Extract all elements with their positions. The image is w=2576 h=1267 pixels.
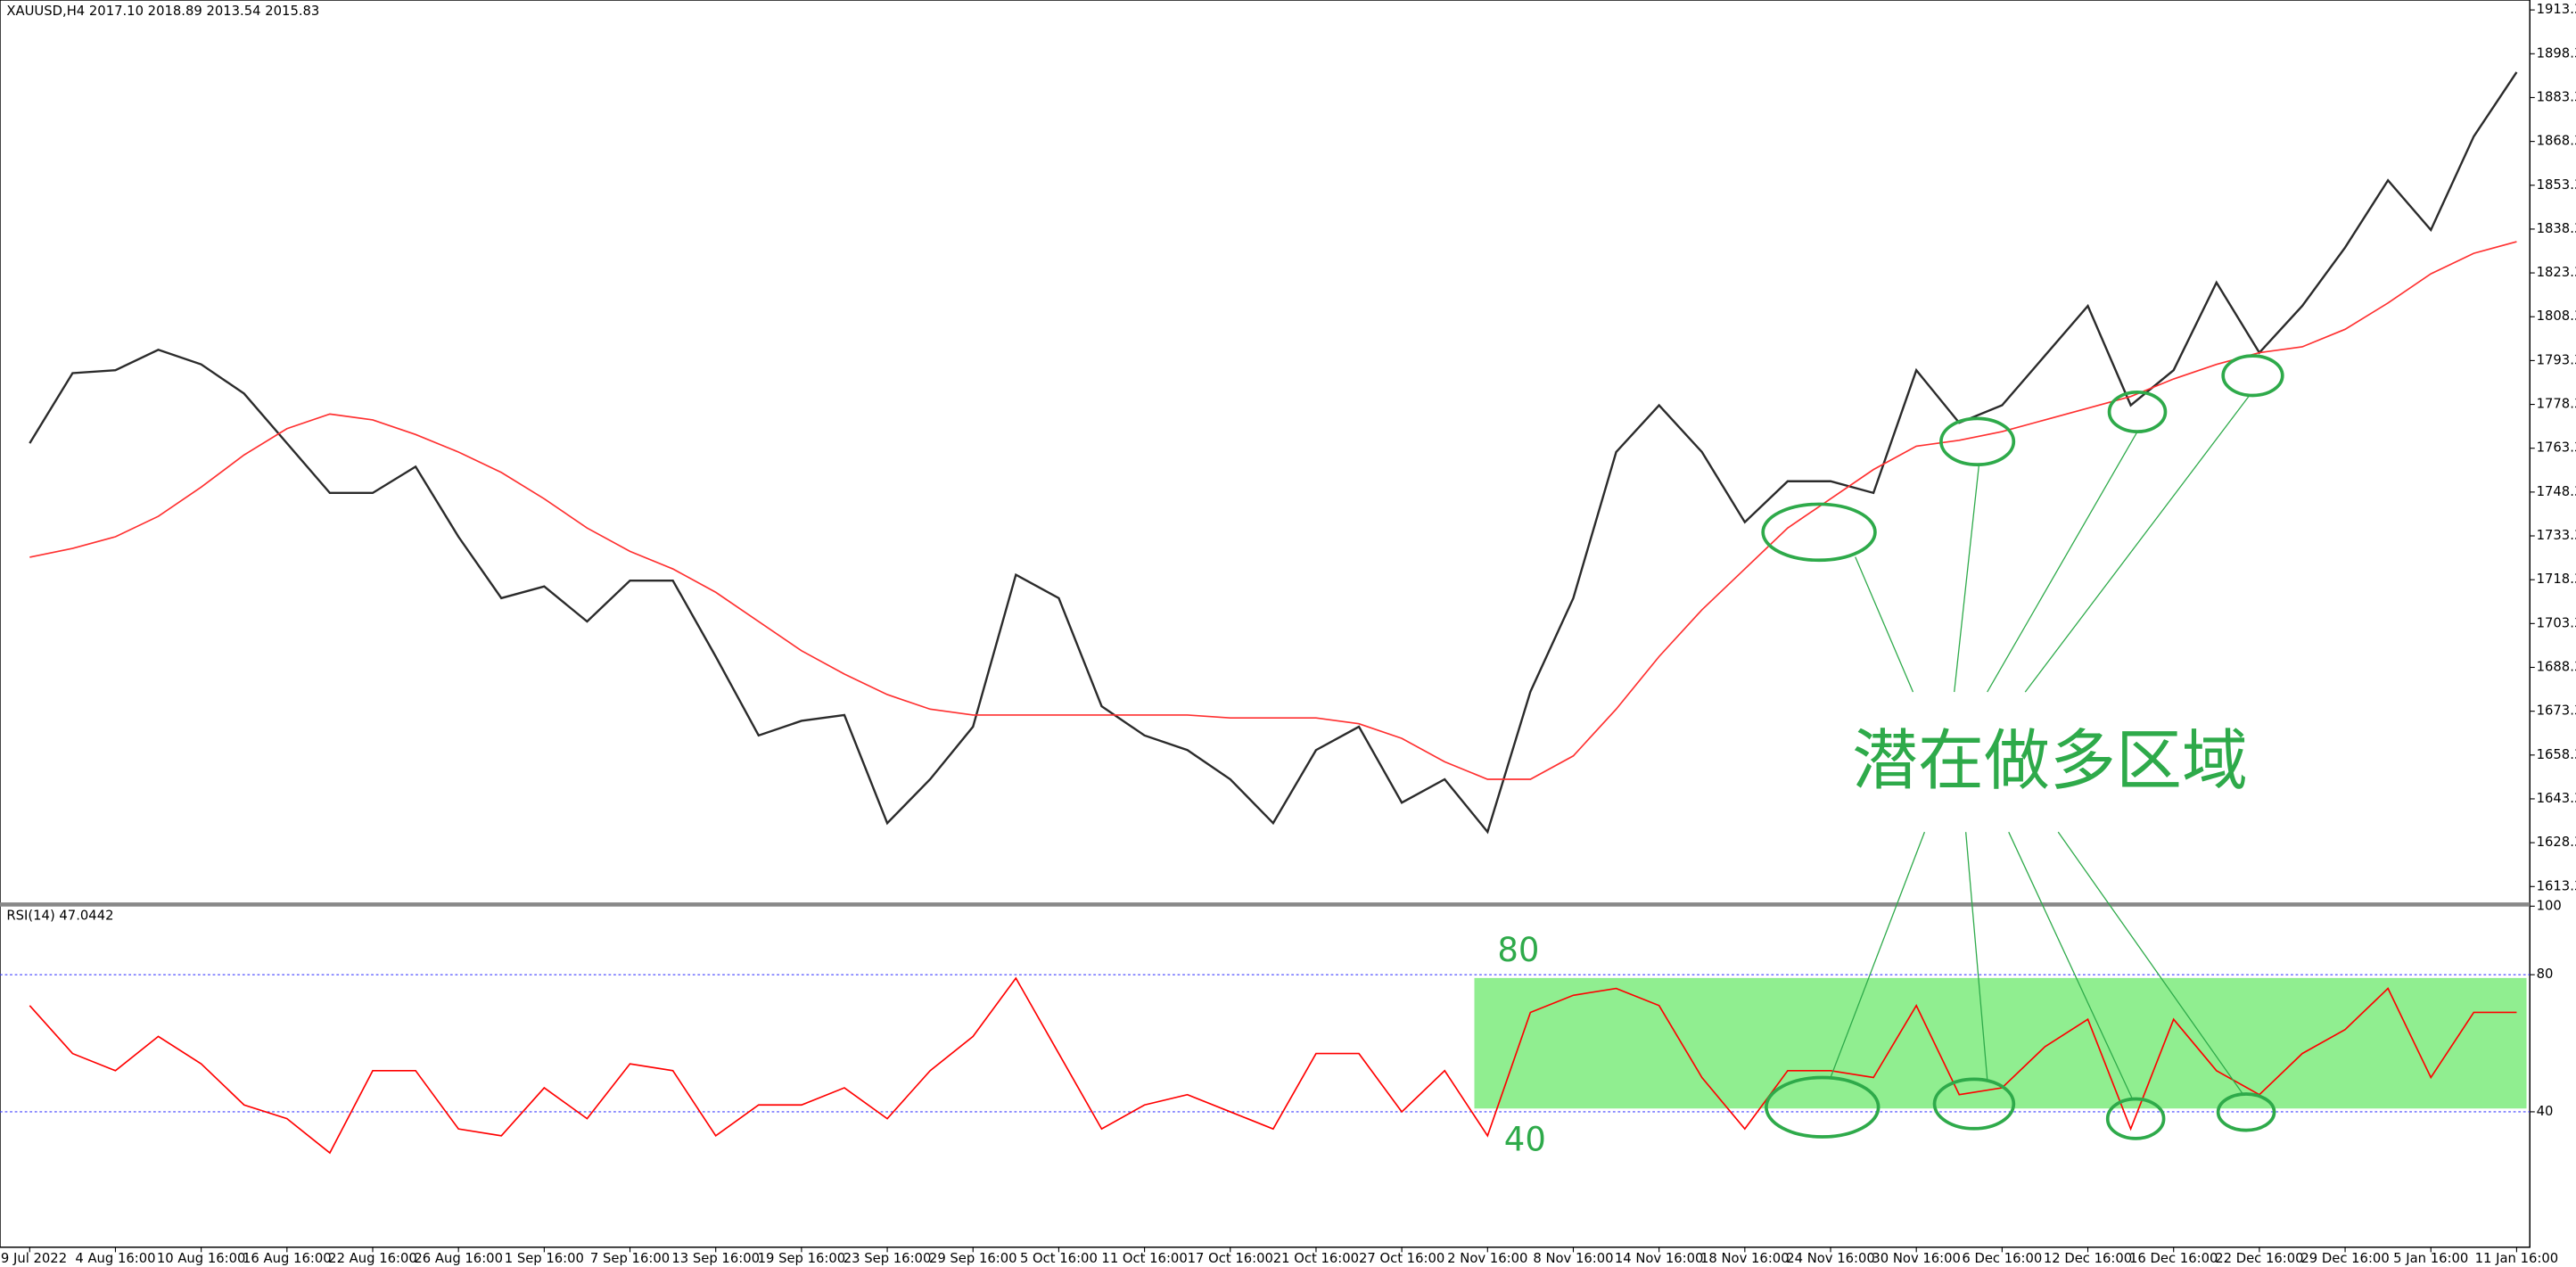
- x-tick-label: 16 Aug 16:00: [243, 1251, 332, 1266]
- x-tick-label: 24 Nov 16:00: [1786, 1251, 1875, 1266]
- pointer-line: [1987, 431, 2138, 693]
- price-legend: XAUUSD,H4 2017.10 2018.89 2013.54 2015.8…: [6, 4, 319, 19]
- x-tick-label: 29 Dec 16:00: [2300, 1251, 2389, 1266]
- x-tick-label: 21 Oct 16:00: [1273, 1251, 1359, 1266]
- x-tick-label: 11 Oct 16:00: [1101, 1251, 1187, 1266]
- x-tick-label: 30 Nov 16:00: [1872, 1251, 1961, 1266]
- x-tick-label: 13 Sep 16:00: [671, 1251, 760, 1266]
- x-tick-label: 18 Nov 16:00: [1700, 1251, 1790, 1266]
- y-tick-label: 1838.30: [2537, 221, 2576, 236]
- x-tick-label: 7 Sep 16:00: [590, 1251, 670, 1266]
- x-tick-label: 5 Jan 16:00: [2393, 1251, 2468, 1266]
- y-tick-label: 1673.30: [2537, 703, 2576, 719]
- y-tick-label: 1643.30: [2537, 791, 2576, 806]
- y-tick-label: 80: [2537, 967, 2554, 982]
- rsi-legend: RSI(14) 47.0442: [6, 908, 113, 923]
- y-tick-label: 1913.30: [2537, 2, 2576, 17]
- x-tick-label: 26 Aug 16:00: [414, 1251, 503, 1266]
- y-tick-label: 1658.30: [2537, 747, 2576, 762]
- highlight-ellipse: [1932, 1077, 2016, 1131]
- zone-label: 80: [1497, 931, 1539, 969]
- highlight-ellipse: [2221, 354, 2284, 398]
- y-tick-label: 1718.30: [2537, 572, 2576, 587]
- x-tick-label: 12 Dec 16:00: [2044, 1251, 2132, 1266]
- x-tick-label: 22 Aug 16:00: [328, 1251, 417, 1266]
- series-line: [29, 71, 2518, 835]
- y-tick-label: 40: [2537, 1104, 2554, 1119]
- y-tick-label: 1853.30: [2537, 177, 2576, 193]
- y-tick-label: 1778.30: [2537, 397, 2576, 412]
- x-tick-label: 4 Aug 16:00: [75, 1251, 155, 1266]
- y-tick-label: 1868.30: [2537, 134, 2576, 149]
- highlight-ellipse: [2105, 1097, 2166, 1140]
- pointer-line: [1965, 832, 1988, 1080]
- signal-zone: [1474, 977, 2527, 1109]
- y-tick-label: 1703.30: [2537, 615, 2576, 630]
- y-tick-label: 100: [2537, 898, 2562, 913]
- x-tick-label: 29 Jul 2022: [0, 1251, 67, 1266]
- x-tick-label: 22 Dec 16:00: [2215, 1251, 2303, 1266]
- highlight-ellipse: [2216, 1092, 2276, 1132]
- x-tick-label: 2 Nov 16:00: [1447, 1251, 1527, 1266]
- pointer-line: [2057, 831, 2243, 1095]
- pointer-line: [2008, 831, 2134, 1099]
- y-tick-label: 1733.30: [2537, 528, 2576, 543]
- y-tick-label: 1748.30: [2537, 484, 2576, 499]
- pointer-line: [1855, 556, 1914, 693]
- highlight-ellipse: [1939, 416, 2016, 466]
- y-tick-label: 1823.30: [2537, 265, 2576, 280]
- x-tick-label: 6 Dec 16:00: [1962, 1251, 2042, 1266]
- x-tick-label: 16 Dec 16:00: [2129, 1251, 2218, 1266]
- x-tick-label: 19 Sep 16:00: [758, 1251, 846, 1266]
- series-line: [29, 241, 2517, 780]
- y-tick-label: 1628.30: [2537, 835, 2576, 850]
- y-tick-label: 1883.30: [2537, 89, 2576, 104]
- x-tick-label: 23 Sep 16:00: [844, 1251, 932, 1266]
- pointer-line: [2024, 395, 2251, 693]
- x-tick-label: 1 Sep 16:00: [505, 1251, 584, 1266]
- y-tick-label: 1763.30: [2537, 440, 2576, 456]
- series-line: [29, 976, 2517, 1155]
- x-tick-label: 8 Nov 16:00: [1533, 1251, 1613, 1266]
- highlight-ellipse: [1765, 1075, 1881, 1139]
- y-tick-label: 1688.30: [2537, 659, 2576, 674]
- y-tick-label: 1898.30: [2537, 45, 2576, 61]
- y-tick-label: 1808.30: [2537, 309, 2576, 324]
- x-tick-label: 29 Sep 16:00: [929, 1251, 1017, 1266]
- annotations: 潜在做多区域: [1761, 354, 2284, 1140]
- x-tick-label: 27 Oct 16:00: [1359, 1251, 1444, 1266]
- x-tick-label: 11 Jan 16:00: [2475, 1251, 2559, 1266]
- pointer-line: [1954, 465, 1980, 693]
- y-tick-label: 1793.30: [2537, 352, 2576, 367]
- x-tick-label: 5 Oct 16:00: [1020, 1251, 1098, 1266]
- y-tick-label: 1613.30: [2537, 878, 2576, 893]
- highlight-ellipse: [1761, 502, 1877, 563]
- pointer-line: [1830, 831, 1926, 1078]
- zone-label: 40: [1504, 1121, 1546, 1159]
- annotation-text: 潜在做多区域: [1852, 723, 2248, 800]
- x-tick-label: 14 Nov 16:00: [1615, 1251, 1704, 1266]
- x-tick-label: 10 Aug 16:00: [157, 1251, 246, 1266]
- x-tick-label: 17 Oct 16:00: [1188, 1251, 1273, 1266]
